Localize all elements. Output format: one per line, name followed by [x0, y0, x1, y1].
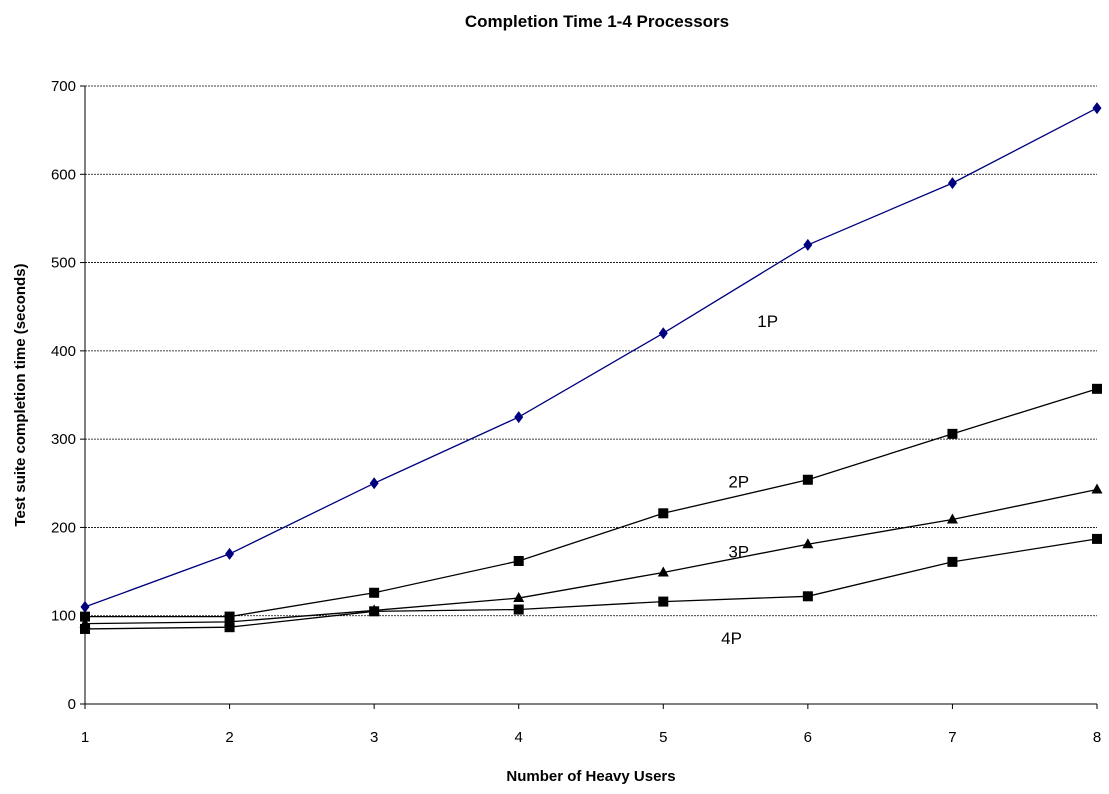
y-tick-label: 500: [51, 255, 76, 272]
data-point-2P: [513, 555, 524, 566]
y-axis-label: Test suite completion time (seconds): [12, 263, 29, 526]
data-point-4P: [513, 604, 524, 615]
series-line-2P: [85, 388, 1098, 618]
y-tick-label: 200: [51, 519, 76, 536]
data-point-3P: [657, 566, 669, 577]
data-point-2P: [947, 428, 958, 439]
y-tick-label: 700: [51, 78, 76, 95]
series-4P: [80, 533, 1102, 634]
y-tick-label: 100: [51, 608, 76, 625]
series-line-3P: [84, 488, 1098, 625]
y-tick-label: 400: [51, 343, 76, 360]
gridlines: [85, 85, 1097, 617]
data-point-4P: [80, 623, 90, 634]
data-point-3P: [1091, 483, 1103, 494]
chart-title: Completion Time 1-4 Processors: [465, 12, 729, 31]
y-tick-label: 300: [51, 431, 76, 448]
data-point-3P: [946, 513, 958, 524]
series-2P: [80, 383, 1102, 622]
series-1P: [80, 102, 1102, 613]
data-point-1P: [947, 177, 957, 190]
data-point-1P: [80, 600, 90, 613]
x-tick-label: 4: [515, 729, 523, 746]
data-point-3P: [802, 538, 814, 549]
data-point-1P: [658, 327, 668, 340]
x-axis-ticks: 1 2 3 4 5 6 7 8: [81, 704, 1101, 746]
series-layer: [79, 102, 1103, 634]
series-label-4P: 4P: [721, 629, 742, 648]
data-point-1P: [1092, 102, 1102, 115]
series-label-2P: 2P: [728, 473, 749, 492]
x-tick-label: 3: [370, 729, 378, 746]
y-axis-ticks: 0 100 200 300 400 500 600 700: [51, 78, 85, 713]
x-tick-label: 1: [81, 729, 89, 746]
y-tick-label: 600: [51, 166, 76, 183]
data-point-2P: [802, 474, 813, 485]
x-tick-label: 6: [804, 729, 812, 746]
x-tick-label: 2: [225, 729, 233, 746]
data-point-1P: [514, 411, 524, 424]
data-point-4P: [1092, 533, 1102, 544]
data-point-4P: [947, 556, 958, 567]
data-point-2P: [658, 508, 669, 519]
series-labels: 1P 2P 3P 4P: [721, 312, 778, 648]
x-tick-label: 7: [948, 729, 956, 746]
data-point-1P: [369, 477, 379, 490]
y-tick-label: 0: [68, 696, 76, 713]
data-point-3P: [513, 592, 525, 603]
series-label-1P: 1P: [757, 312, 778, 331]
x-tick-label: 8: [1093, 729, 1101, 746]
data-point-2P: [80, 611, 90, 622]
data-point-2P: [369, 587, 380, 598]
x-tick-label: 5: [659, 729, 667, 746]
series-label-3P: 3P: [728, 542, 749, 561]
data-point-1P: [803, 238, 813, 251]
data-point-4P: [224, 622, 235, 633]
data-point-4P: [369, 606, 380, 617]
series-line-4P: [84, 538, 1098, 630]
data-point-4P: [802, 591, 813, 602]
series-line-1P: [84, 107, 1098, 608]
data-point-2P: [1092, 383, 1102, 394]
x-axis-label: Number of Heavy Users: [506, 768, 675, 785]
data-point-4P: [658, 596, 669, 607]
data-point-1P: [225, 547, 235, 560]
